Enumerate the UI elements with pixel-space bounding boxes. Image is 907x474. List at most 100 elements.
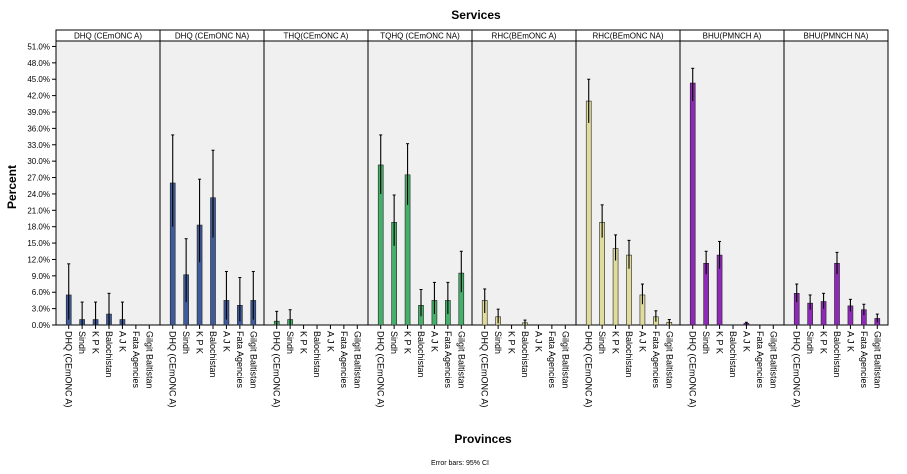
x-tick-label: Gilgit Baltistan (768, 331, 778, 389)
panel-strip-label: BHU(PMNCH NA) (804, 32, 869, 41)
bar (599, 222, 605, 326)
x-tick-label: Balochistan (312, 331, 322, 378)
x-tick-label: K P K (299, 331, 309, 354)
x-tick-label: Sindh (389, 331, 399, 354)
x-tick-label: A J K (637, 331, 647, 352)
x-tick-label: Gilgit Baltistan (872, 331, 882, 389)
x-tick-label: K P K (507, 331, 517, 354)
x-tick-label: DHQ (CEmONC A) (376, 331, 386, 408)
chart-title: Services (451, 8, 501, 22)
x-tick-label: Balochistan (832, 331, 842, 378)
x-tick-label: K P K (819, 331, 829, 354)
facet-panel: RHC(BEmONC NA) DHQ (CEmONC A) Sindh K P K Ba… (575, 29, 681, 408)
x-tick-label: Gilgit Baltistan (352, 331, 362, 389)
facet-panel: BHU(PMNCH NA) DHQ (CEmONC A) Sindh K P K Bal… (783, 29, 889, 408)
x-tick-label: K P K (403, 331, 413, 354)
x-tick-label: Balochistan (624, 331, 634, 378)
panel-plot-area (679, 40, 785, 326)
y-tick-label: 27.0% (27, 174, 50, 183)
panel-strip-label: DHQ (CEmONC A) (74, 32, 142, 41)
x-tick-label: Fata Agencies (859, 331, 869, 389)
x-tick-label: DHQ (CEmONC A) (272, 331, 282, 408)
y-tick-label: 18.0% (27, 223, 50, 232)
x-tick-label: Fata Agencies (131, 331, 141, 389)
x-tick-label: Sindh (77, 331, 87, 354)
facet-panel: THQ(CEmONC A) DHQ (CEmONC A) Sindh K P K Bal… (263, 29, 369, 408)
bar (585, 100, 592, 326)
y-tick-label: 51.0% (27, 42, 50, 51)
x-tick-label: Gilgit Baltistan (248, 331, 258, 389)
x-tick-label: Sindh (493, 331, 503, 354)
x-tick-label: Balochistan (416, 331, 426, 378)
x-axis-label: Provinces (454, 432, 512, 446)
x-tick-label: A J K (533, 331, 543, 352)
x-tick-label: Gilgit Baltistan (664, 331, 674, 389)
x-tick-label: K P K (611, 331, 621, 354)
bar (689, 82, 696, 326)
x-tick-label: Sindh (285, 331, 295, 354)
y-tick-label: 45.0% (27, 75, 50, 84)
x-tick-label: A J K (845, 331, 855, 352)
facet-panel: DHQ (CEmONC A)DHQ (CEmONC A) Sindh K P K Ba… (55, 29, 161, 408)
panel-strip-label: DHQ (CEmONC NA) (175, 32, 250, 41)
error-bar-note: Error bars: 95% CI (431, 460, 489, 467)
x-tick-label: DHQ (CEmONC A) (584, 331, 594, 408)
panel-plot-area (367, 40, 473, 326)
x-tick-label: Balochistan (104, 331, 114, 378)
x-tick-label: Gilgit Baltistan (560, 331, 570, 389)
y-tick-label: 12.0% (27, 255, 50, 264)
y-tick-label: 36.0% (27, 124, 50, 133)
y-tick-label: 30.0% (27, 157, 50, 166)
x-tick-label: DHQ (CEmONC A) (792, 331, 802, 408)
x-tick-label: Fata Agencies (547, 331, 557, 389)
x-tick-label: K P K (195, 331, 205, 354)
x-tick-label: Balochistan (208, 331, 218, 378)
panel-strip-label: TQHQ (CEmONC NA) (380, 32, 460, 41)
x-tick-label: Sindh (181, 331, 191, 354)
x-tick-label: DHQ (CEmONC A) (480, 331, 490, 408)
y-tick-label: 3.0% (32, 305, 50, 314)
x-tick-label: Sindh (597, 331, 607, 354)
y-tick-label: 15.0% (27, 239, 50, 248)
y-tick-label: 6.0% (32, 288, 50, 297)
panel-strip-label: THQ(CEmONC A) (284, 32, 349, 41)
facet-panel: TQHQ (CEmONC NA) DHQ (CEmONC A) Sindh K P K… (367, 29, 473, 408)
panel-plot-area (263, 40, 369, 326)
x-tick-label: Fata Agencies (755, 331, 765, 389)
facet-panels: DHQ (CEmONC A)DHQ (CEmONC A) Sindh K P K Ba… (55, 29, 889, 408)
y-tick-label: 9.0% (32, 272, 50, 281)
x-tick-label: Gilgit Baltistan (144, 331, 154, 389)
y-axis-label: Percent (5, 165, 19, 209)
x-tick-label: Balochistan (520, 331, 530, 378)
facet-panel: BHU(PMNCH A) DHQ (CEmONC A) Sindh K P K Balo… (679, 29, 785, 408)
panel-strip-label: BHU(PMNCH A) (703, 32, 762, 41)
y-tick-label: 48.0% (27, 59, 50, 68)
x-tick-label: A J K (741, 331, 751, 352)
panel-plot-area (55, 40, 161, 326)
x-tick-label: K P K (715, 331, 725, 354)
x-tick-label: Fata Agencies (339, 331, 349, 389)
x-tick-label: A J K (221, 331, 231, 352)
panel-plot-area (471, 40, 577, 326)
x-tick-label: Gilgit Baltistan (456, 331, 466, 389)
panel-strip-label: RHC(BEmONC NA) (592, 32, 663, 41)
y-tick-label: 21.0% (27, 206, 50, 215)
x-tick-label: K P K (91, 331, 101, 354)
x-tick-label: Balochistan (728, 331, 738, 378)
y-axis: 0.0% 3.0% 6.0% 9.0% 12.0% 15.0% 18.0% 21.0% 24.0… (27, 30, 57, 330)
x-tick-label: Fata Agencies (651, 331, 661, 389)
y-tick-label: 33.0% (27, 141, 50, 150)
facet-panel: RHC(BEmONC A) DHQ (CEmONC A) Sindh K P K Bal… (471, 29, 577, 408)
y-tick-label: 0.0% (32, 321, 50, 330)
x-tick-label: A J K (325, 331, 335, 352)
x-tick-label: Sindh (805, 331, 815, 354)
x-tick-label: DHQ (CEmONC A) (168, 331, 178, 408)
x-tick-label: DHQ (CEmONC A) (64, 331, 74, 408)
x-tick-label: A J K (117, 331, 127, 352)
x-tick-label: Sindh (701, 331, 711, 354)
panel-strip-label: RHC(BEmONC A) (492, 32, 557, 41)
y-tick-label: 42.0% (27, 92, 50, 101)
y-tick-label: 24.0% (27, 190, 50, 199)
